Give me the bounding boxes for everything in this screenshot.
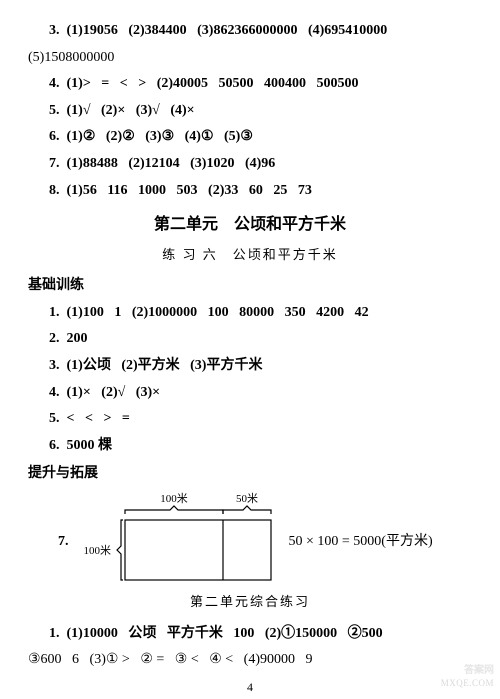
top-line-1: 3. (1)19056 (2)384400 (3)862366000000 (4… [28, 18, 472, 45]
q7-diagram: 100米50米100米 [113, 496, 273, 588]
watermark-bottom: MXQE.COM [441, 675, 494, 692]
top-line-4: 5. (1)√ (2)× (3)√ (4)× [28, 98, 472, 125]
top-line-3: 4. (1)> = < > (2)40005 50500 400400 5005… [28, 71, 472, 98]
q7-equation: 50 × 100 = 5000(平方米) [289, 529, 433, 556]
section-ext-title: 提升与拓展 [28, 461, 472, 488]
svg-text:100米: 100米 [160, 492, 188, 505]
bottom-line-1: 1. (1)10000 公顷 平方千米 100 (2)①150000 ②500 [28, 621, 472, 648]
top-line-6: 7. (1)88488 (2)12104 (3)1020 (4)96 [28, 151, 472, 178]
base-line-3: 3. (1)公顷 (2)平方米 (3)平方千米 [28, 353, 472, 380]
base-line-4: 4. (1)× (2)√ (3)× [28, 380, 472, 407]
base-line-2: 2. 200 [28, 326, 472, 353]
unit-title: 第二单元 公顷和平方千米 [28, 210, 472, 240]
top-line-5: 6. (1)② (2)② (3)③ (4)① (5)③ [28, 124, 472, 151]
base-line-1: 1. (1)100 1 (2)1000000 100 80000 350 420… [28, 300, 472, 327]
q7-row: 7. 100米50米100米 50 × 100 = 5000(平方米) [28, 496, 472, 588]
section-base-title: 基础训练 [28, 273, 472, 300]
bottom-line-2: ③600 6 (3)① > ② = ③ < ④ < (4)90000 9 [28, 647, 472, 674]
q7-label: 7. [58, 529, 69, 556]
exercise-title: 练 习 六 公顷和平方千米 [28, 243, 472, 268]
unit2-comprehensive-title: 第二单元综合练习 [28, 590, 472, 615]
base-line-5: 5. < < > = [28, 406, 472, 433]
svg-text:50米: 50米 [236, 492, 258, 505]
base-line-6: 6. 5000 棵 [28, 433, 472, 460]
svg-text:100米: 100米 [83, 544, 111, 557]
top-line-2: (5)1508000000 [28, 45, 472, 72]
page-number: 4 [28, 676, 472, 699]
top-line-7: 8. (1)56 116 1000 503 (2)33 60 25 73 [28, 178, 472, 205]
